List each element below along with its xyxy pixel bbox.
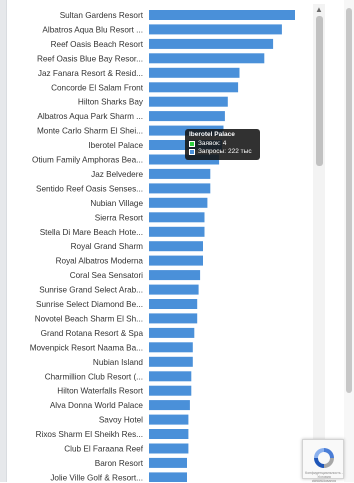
recaptcha-badge[interactable]: Конфиденциальность - Условия использован…	[302, 439, 344, 483]
category-label-10: Otium Family Amphoras Bea...	[32, 156, 143, 165]
bar-16[interactable]	[149, 241, 203, 252]
category-label-19: Sunrise Grand Select Arab...	[39, 286, 143, 295]
bar-2[interactable]	[149, 38, 274, 49]
category-label-5: Concorde El Salam Front	[51, 83, 144, 92]
recaptcha-icon	[314, 448, 334, 468]
bar-25[interactable]	[149, 371, 192, 382]
category-label-0: Sultan Gardens Resort	[60, 11, 144, 20]
bar-0[interactable]	[149, 10, 295, 20]
bar-26[interactable]	[149, 385, 192, 396]
tooltip-title: Iberotel Palace	[189, 131, 235, 138]
tooltip-row-bookings: Заявок: 4	[189, 140, 256, 148]
category-label-16: Royal Grand Sharm	[71, 242, 144, 251]
bar-7[interactable]	[149, 111, 225, 122]
category-label-17: Royal Albatros Moderna	[56, 257, 144, 266]
bar-27[interactable]	[149, 400, 190, 411]
bookings-swatch-icon	[189, 141, 195, 147]
bar-21[interactable]	[149, 313, 198, 324]
recaptcha-privacy-text[interactable]: Конфиденциальность - Условия использован…	[305, 471, 343, 483]
bar-6[interactable]	[149, 96, 228, 107]
category-label-6: Hilton Sharks Bay	[78, 98, 144, 107]
bar-24[interactable]	[149, 356, 193, 367]
bar-1[interactable]	[149, 24, 282, 35]
category-label-24: Nubian Island	[93, 358, 144, 367]
bar-32[interactable]	[149, 472, 187, 482]
tooltip-requests-label: Запросы	[198, 148, 225, 155]
category-label-32: Jolie Ville Golf & Resort...	[50, 473, 143, 482]
bar-13[interactable]	[149, 197, 208, 208]
category-label-27: Alva Donna World Palace	[50, 401, 144, 410]
category-label-4: Jaz Fanara Resort & Resid...	[38, 69, 143, 78]
tooltip-bookings-value: 4	[222, 140, 227, 147]
category-label-14: Sierra Resort	[95, 213, 144, 222]
category-label-28: Savoy Hotel	[99, 416, 143, 425]
category-label-9: Iberotel Palace	[88, 141, 143, 150]
bar-29[interactable]	[149, 429, 189, 439]
bar-28[interactable]	[149, 414, 189, 425]
bar-30[interactable]	[149, 443, 189, 454]
left-margin-card	[0, 0, 7, 482]
category-label-21: Novotel Beach Sharm El Sh...	[35, 314, 143, 323]
category-label-15: Stella Di Mare Beach Hote...	[40, 228, 143, 237]
page-scrollbar-thumb[interactable]	[346, 8, 352, 393]
category-label-8: Monte Carlo Sharm El Shei...	[37, 127, 143, 136]
tooltip-row-requests: Запросы: 222 тыс	[189, 148, 256, 156]
requests-swatch-icon	[189, 149, 195, 155]
bar-10[interactable]	[149, 154, 220, 165]
scroll-up-icon[interactable]: ▲	[315, 5, 323, 14]
category-label-30: Club El Faraana Reef	[64, 445, 143, 454]
bar-5[interactable]	[149, 82, 239, 93]
bar-12[interactable]	[149, 183, 211, 194]
bar-19[interactable]	[149, 284, 199, 295]
bar-11[interactable]	[149, 168, 211, 179]
category-label-29: Rixos Sharm El Sheikh Res...	[36, 430, 143, 439]
category-label-1: Albatros Aqua Blu Resort ...	[42, 26, 143, 35]
category-label-23: Movenpick Resort Naama Ba...	[30, 343, 143, 352]
category-label-13: Nubian Village	[90, 199, 143, 208]
category-label-26: Hilton Waterfalls Resort	[57, 387, 143, 396]
category-label-7: Albatros Aqua Park Sharm ...	[37, 112, 143, 121]
chart-tooltip: Iberotel Palace Заявок: 4 Запросы: 222 т…	[185, 129, 260, 160]
bar-17[interactable]	[149, 255, 203, 266]
tooltip-requests-value: 222 тыс	[228, 148, 252, 155]
bar-20[interactable]	[149, 299, 198, 309]
chart-scrollbar-thumb[interactable]	[316, 16, 323, 166]
bar-3[interactable]	[149, 53, 265, 64]
bar-15[interactable]	[149, 226, 205, 237]
bar-18[interactable]	[149, 270, 201, 281]
tooltip-bookings-label: Заявок	[198, 140, 219, 147]
category-label-11: Jaz Belvedere	[91, 170, 143, 179]
category-label-22: Grand Rotana Resort & Spa	[41, 329, 144, 338]
category-label-31: Baron Resort	[95, 459, 144, 468]
category-label-25: Charmillion Club Resort (...	[45, 372, 143, 381]
category-label-18: Coral Sea Sensatori	[70, 271, 143, 280]
category-label-2: Reef Oasis Beach Resort	[51, 40, 144, 49]
category-label-12: Sentido Reef Oasis Senses...	[36, 184, 143, 193]
bar-31[interactable]	[149, 457, 187, 468]
bar-4[interactable]	[149, 67, 240, 78]
category-label-3: Reef Oasis Blue Bay Resor...	[37, 54, 143, 63]
bar-22[interactable]	[149, 327, 195, 338]
bar-23[interactable]	[149, 342, 193, 353]
category-label-20: Sunrise Select Diamond Be...	[36, 300, 143, 309]
bar-14[interactable]	[149, 212, 205, 223]
